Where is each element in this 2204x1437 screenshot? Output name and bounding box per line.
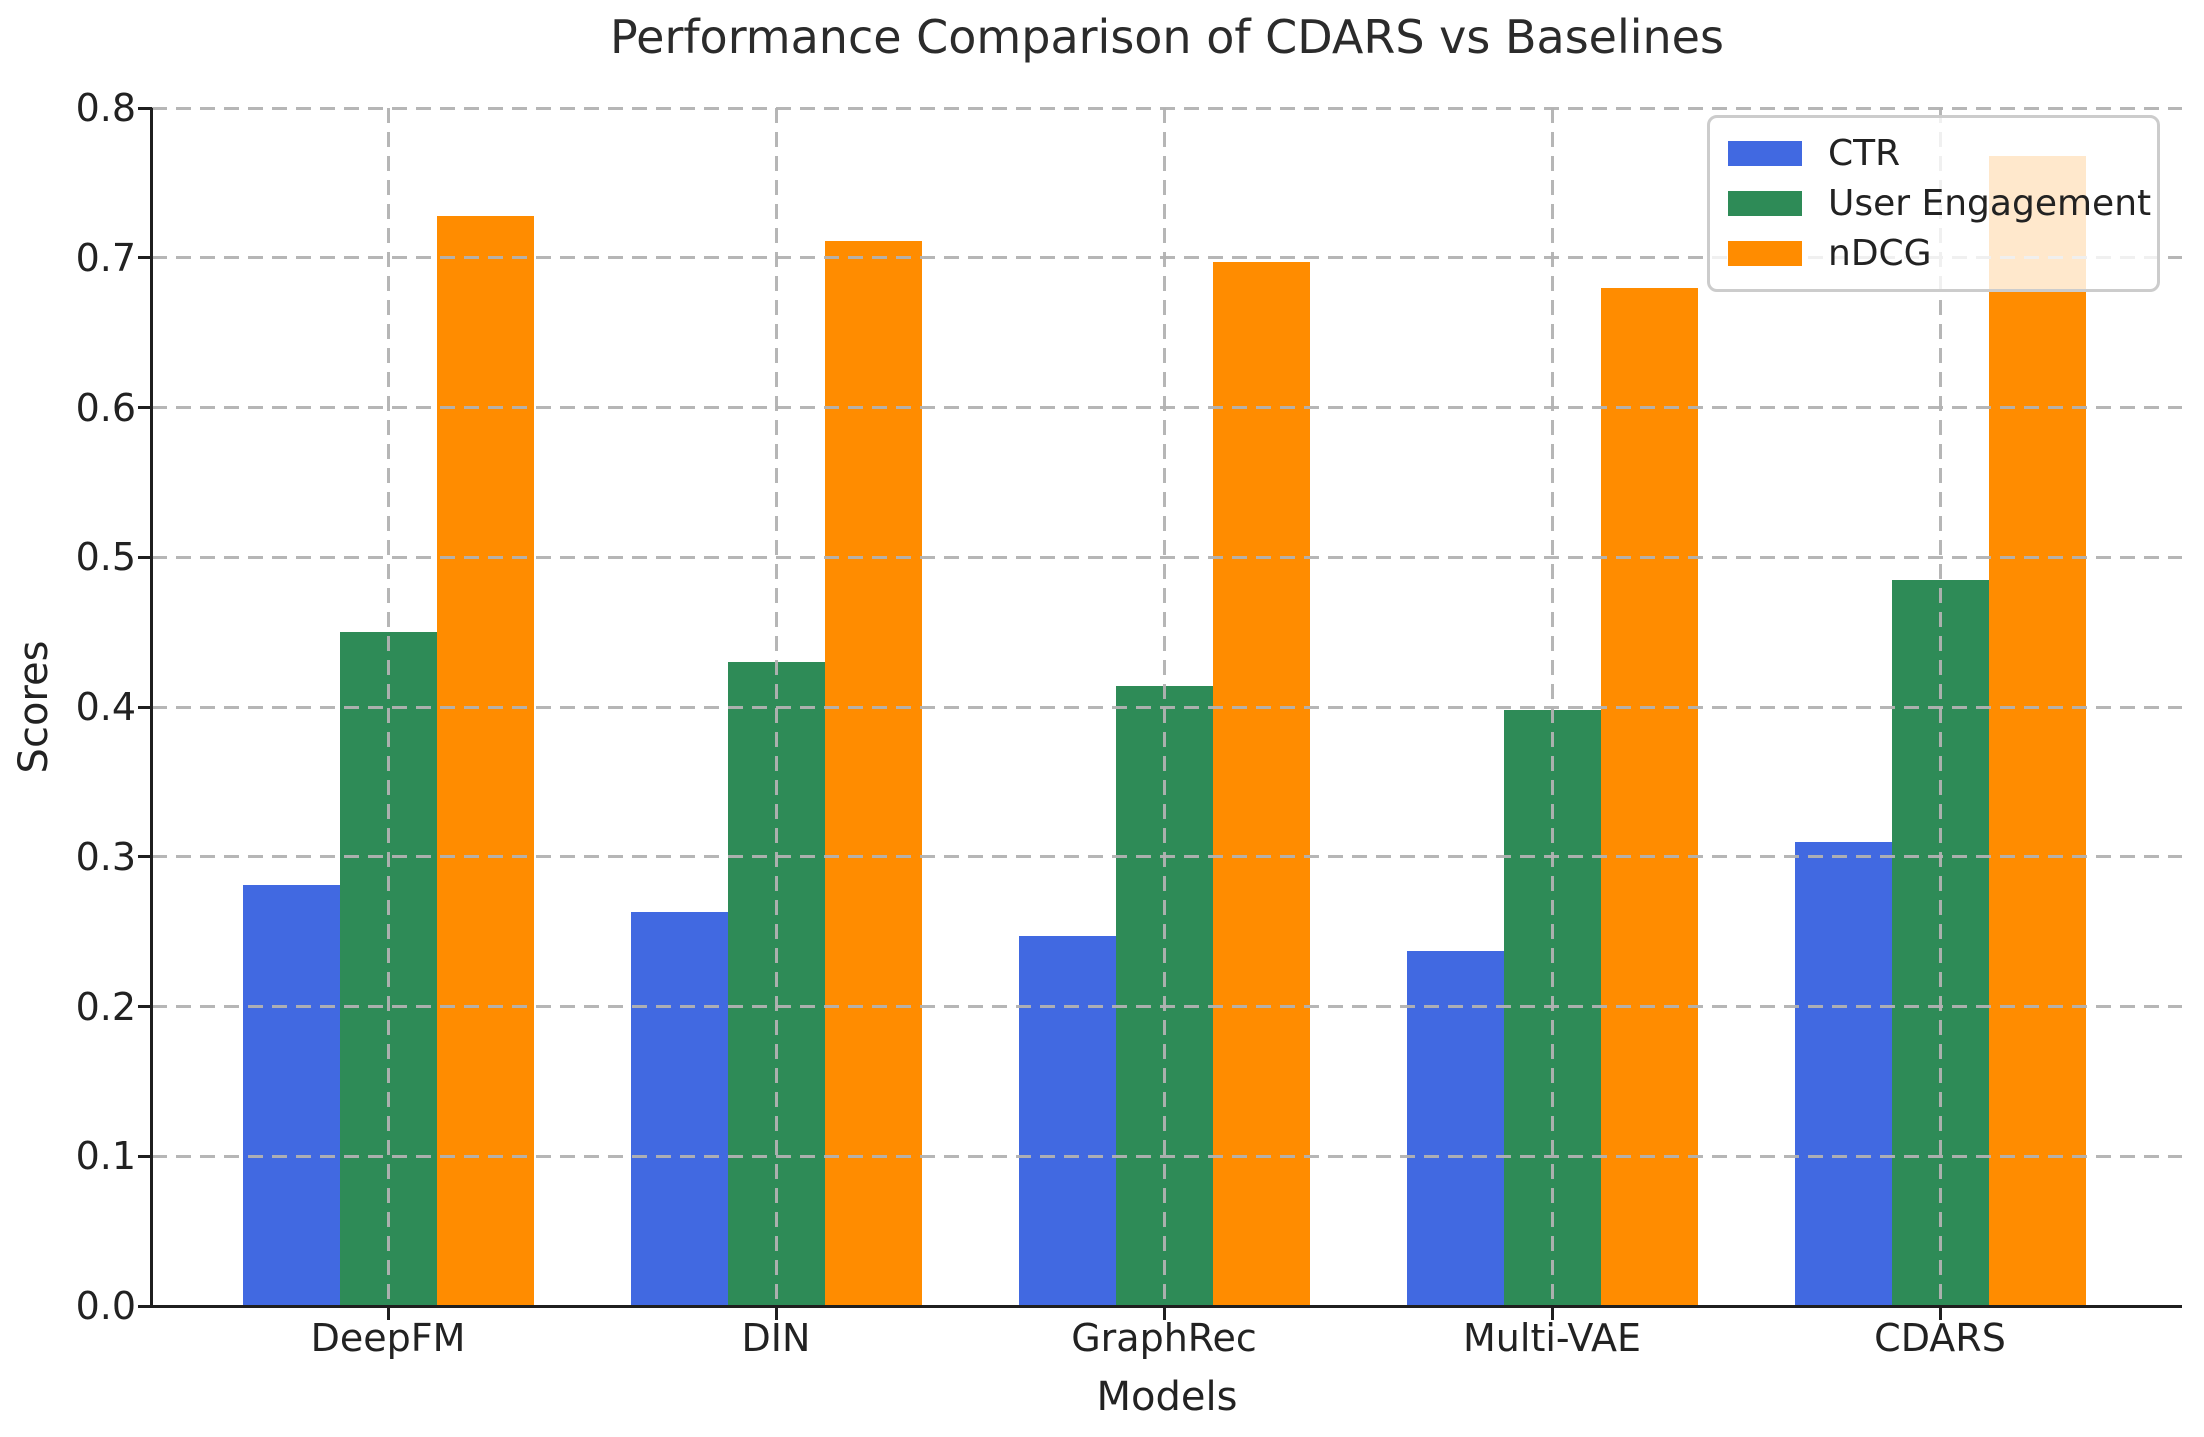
chart-title: Performance Comparison of CDARS vs Basel…: [610, 10, 1724, 64]
bar-ndcg-deepfm: [436, 215, 534, 1306]
y-tick-mark-0.7: [138, 256, 152, 260]
bar-ndcg-din: [824, 241, 922, 1306]
legend-swatch-user-engagement: [1728, 190, 1802, 216]
gridline-y-0.6: [152, 406, 2182, 409]
bar-ctr-graphrec: [1018, 936, 1116, 1306]
y-tick-label-0.0: 0.0: [75, 1284, 136, 1328]
y-tick-label-0.7: 0.7: [75, 235, 136, 280]
legend-swatch-ndcg: [1728, 241, 1802, 267]
legend: CTR User Engagement nDCG: [1707, 115, 2160, 292]
y-tick-mark-0.3: [138, 855, 152, 859]
x-tick-mark-deepfm: [386, 1306, 390, 1320]
y-tick-mark-0.6: [138, 406, 152, 409]
y-tick-mark-0.2: [138, 1005, 152, 1008]
legend-swatch-ctr: [1728, 140, 1802, 166]
gridline-y-0.2: [152, 1005, 2182, 1008]
x-tick-mark-din: [774, 1306, 778, 1320]
y-tick-mark-0.4: [138, 705, 152, 709]
x-axis-spine: [152, 1305, 2182, 1308]
x-tick-label-multi-vae: Multi-VAE: [1463, 1316, 1641, 1360]
gridline-y-0.5: [152, 555, 2182, 559]
legend-item-user-engagement: User Engagement: [1728, 183, 2151, 224]
legend-item-ndcg: nDCG: [1728, 233, 2139, 274]
y-tick-label-0.8: 0.8: [75, 86, 136, 130]
y-tick-mark-0.8: [138, 106, 152, 110]
y-tick-label-0.6: 0.6: [75, 385, 136, 430]
y-tick-label-0.4: 0.4: [75, 685, 136, 729]
gridline-y-0.3: [152, 855, 2182, 859]
legend-label-ctr: CTR: [1828, 132, 1901, 174]
bar-ndcg-cdars: [1988, 155, 2086, 1306]
y-tick-mark-0.5: [138, 555, 152, 559]
plot-area: [152, 106, 2182, 1306]
gridline-y-0.8: [152, 106, 2182, 110]
x-axis-label: Models: [1096, 1374, 1238, 1420]
bar-ctr-cdars: [1794, 841, 1892, 1306]
x-tick-label-cdars: CDARS: [1874, 1316, 2006, 1360]
gridline-y-0.1: [152, 1154, 2182, 1158]
bar-ndcg-multi-vae: [1600, 287, 1698, 1306]
legend-label-user-engagement: User Engagement: [1828, 182, 2152, 224]
x-tick-mark-graphrec: [1162, 1306, 1166, 1320]
y-tick-mark-0.0: [138, 1304, 152, 1308]
legend-label-ndcg: nDCG: [1828, 233, 1932, 275]
y-tick-label-0.3: 0.3: [75, 834, 136, 879]
bar-ctr-deepfm: [242, 885, 340, 1306]
x-tick-label-graphrec: GraphRec: [1071, 1316, 1257, 1360]
x-tick-label-deepfm: DeepFM: [310, 1316, 466, 1360]
y-tick-mark-0.1: [138, 1154, 152, 1158]
y-tick-label-0.2: 0.2: [75, 984, 136, 1029]
x-tick-label-din: DIN: [741, 1316, 811, 1360]
gridline-y-0.7: [152, 256, 2182, 260]
x-tick-mark-multi-vae: [1550, 1306, 1554, 1320]
bar-ndcg-graphrec: [1212, 262, 1310, 1306]
bar-ctr-multi-vae: [1406, 951, 1504, 1306]
y-tick-label-0.1: 0.1: [75, 1134, 136, 1179]
x-tick-mark-cdars: [1938, 1306, 1942, 1320]
y-tick-label-0.5: 0.5: [75, 535, 136, 580]
legend-item-ctr: CTR: [1728, 133, 2139, 174]
bar-ctr-din: [630, 912, 728, 1306]
gridline-y-0.4: [152, 705, 2182, 709]
